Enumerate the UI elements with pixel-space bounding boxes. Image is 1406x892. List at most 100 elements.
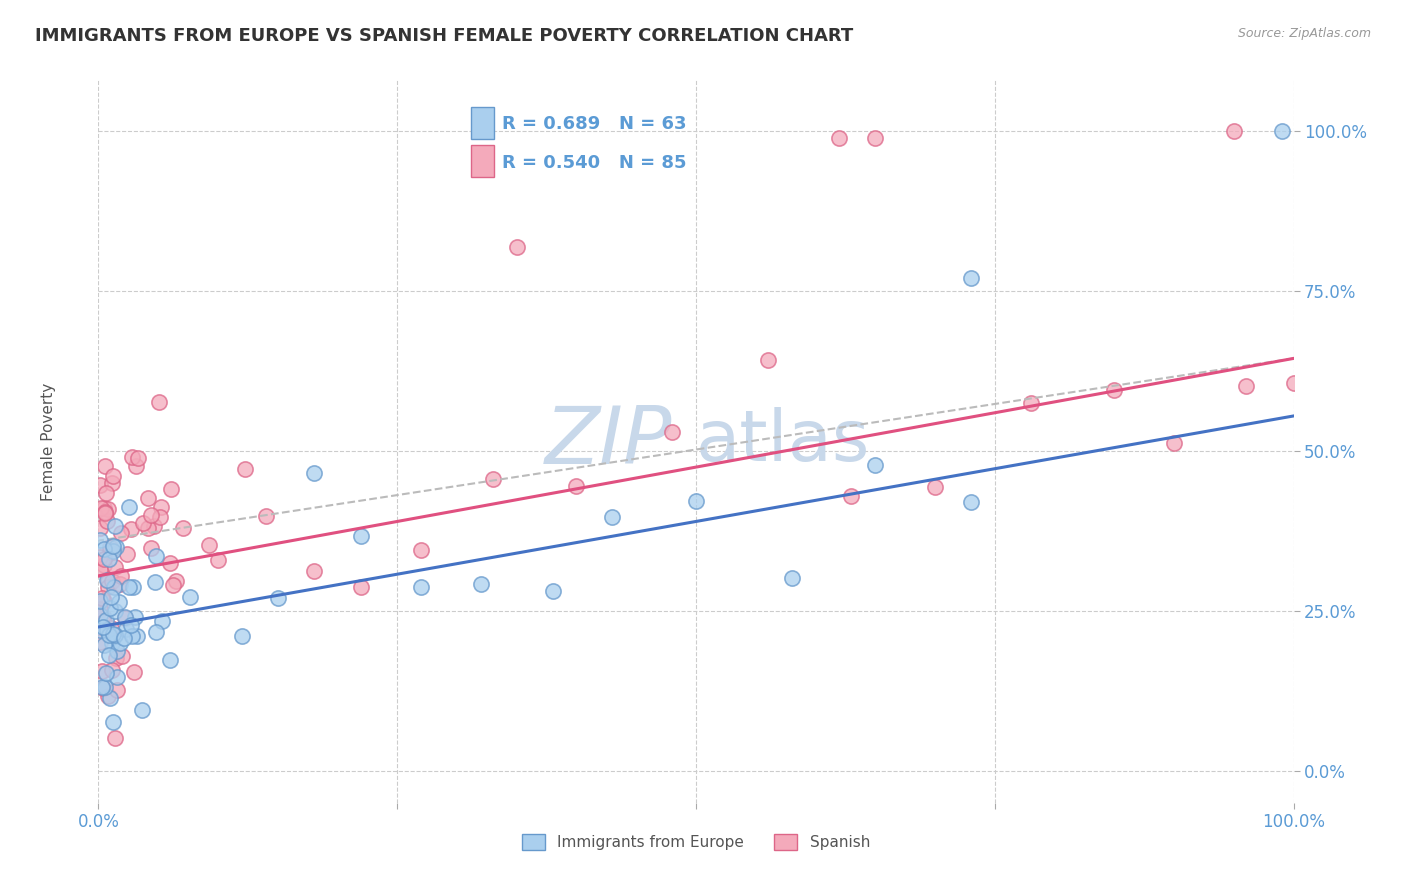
Point [97,689,120,703]
Point [89,601,111,615]
Point [104,604,127,618]
Point [602,510,624,524]
Point [120,522,142,536]
Point [198,538,221,552]
Point [1104,383,1126,397]
Point [101,663,124,677]
Point [865,131,887,145]
Point [91,681,114,695]
Point [125,458,148,473]
Point [207,553,229,567]
Point [143,519,166,533]
Point [104,559,127,574]
Point [118,580,141,594]
Point [124,610,146,624]
Point [1271,124,1294,138]
Point [101,627,124,641]
Text: Source: ZipAtlas.com: Source: ZipAtlas.com [1237,27,1371,40]
Point [179,590,201,604]
Point [122,580,145,594]
Point [91,664,114,678]
Text: ZIP: ZIP [544,402,672,481]
Point [96,514,118,528]
Point [107,595,129,609]
Point [90,680,112,694]
Point [122,665,145,680]
Point [89,561,111,575]
Point [110,569,132,583]
Point [94,458,117,473]
Point [93,501,115,516]
Point [143,575,166,590]
Point [93,638,115,652]
Point [90,591,112,606]
Point [131,516,153,530]
Point [96,573,118,587]
Point [865,458,887,472]
Point [506,239,529,253]
Point [96,624,118,638]
Point [93,680,115,694]
Point [159,482,181,496]
Point [115,547,138,561]
Point [93,552,115,566]
Point [98,551,121,566]
Point [89,607,111,622]
Point [105,643,128,657]
Point [89,623,111,637]
Point [100,544,122,558]
Point [91,609,114,624]
Point [94,665,117,680]
Point [149,510,172,524]
Point [111,649,134,664]
Point [114,611,136,625]
Point [93,615,115,629]
Point [101,636,124,650]
Point [231,629,253,643]
Point [924,480,946,494]
Point [136,520,159,534]
Text: atlas: atlas [696,407,870,476]
Text: Female Poverty: Female Poverty [41,383,56,500]
Point [162,578,184,592]
Point [1163,436,1185,450]
Point [1019,395,1042,409]
Point [98,601,121,615]
Point [89,549,111,564]
Point [145,625,167,640]
Point [105,682,128,697]
Point [541,584,564,599]
Point [254,509,277,524]
Point [1223,124,1246,138]
Point [302,565,325,579]
Point [960,271,983,285]
Point [481,472,505,486]
Point [267,591,290,606]
Point [149,500,172,514]
Point [98,540,121,554]
Point [114,609,136,624]
Point [89,616,111,631]
Point [89,603,111,617]
Point [145,549,167,563]
Point [94,505,117,519]
Point [1234,378,1257,392]
Point [94,506,117,520]
Point [101,574,124,588]
Point [780,571,803,585]
Point [97,502,120,516]
Point [411,581,433,595]
Point [112,631,135,645]
Point [470,576,492,591]
Point [104,650,127,665]
Point [104,519,127,533]
Point [114,622,136,636]
Point [101,539,124,553]
Point [98,691,121,706]
Point [411,543,433,558]
Point [101,714,124,729]
Point [101,468,124,483]
Point [1282,376,1305,391]
Point [110,525,132,540]
Point [90,501,112,516]
